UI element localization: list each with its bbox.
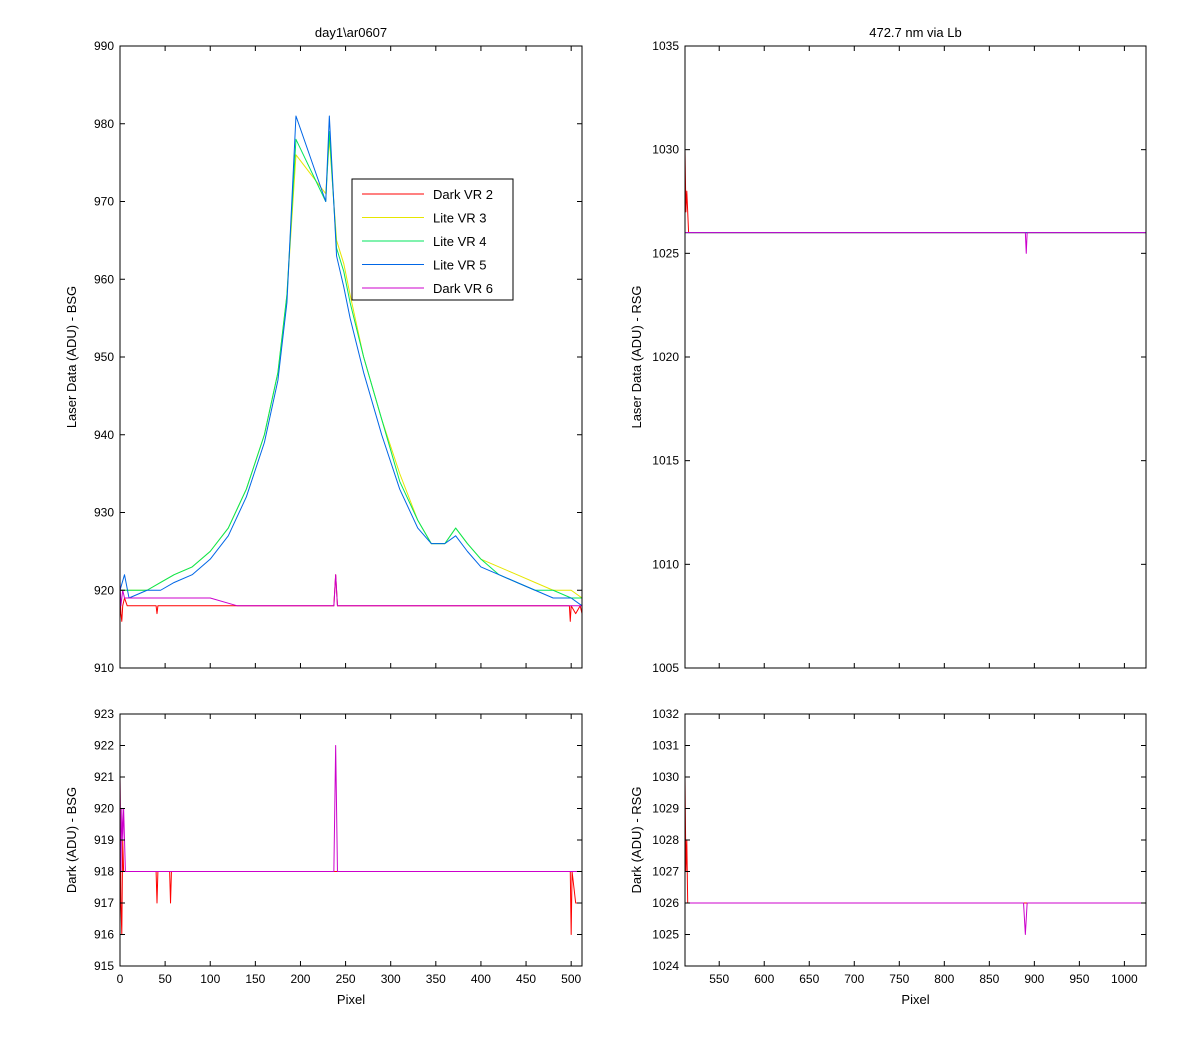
- bsg-dark-xtick-label: 200: [290, 972, 310, 986]
- rsg-dark-ytick-label: 1032: [652, 707, 679, 721]
- rsg-laser-series-dark-vr2: [685, 149, 1146, 234]
- rsg-laser-ytick-label: 1035: [652, 39, 679, 53]
- rsg-dark-xtick-label: 900: [1024, 972, 1044, 986]
- bsg-laser-ytick-label: 960: [94, 272, 114, 286]
- bsg-dark-ytick-label: 922: [94, 739, 114, 753]
- bsg-laser-ytick-label: 970: [94, 195, 114, 209]
- bsg-laser-series-group: [120, 115, 582, 622]
- rsg-dark-series-dark-vr6: [685, 902, 1146, 935]
- bsg-dark-axes: 0 50 100 150 200 250 300 350 400 450 500 915 916 917 9…: [64, 707, 583, 1007]
- rsg-laser-ytick-label: 1010: [652, 557, 679, 571]
- bsg-dark-xtick-label: 300: [381, 972, 401, 986]
- bsg-dark-xtick-label: 450: [516, 972, 536, 986]
- bsg-laser-ytick-label: 980: [94, 117, 114, 131]
- bsg-dark-xtick-label: 50: [158, 972, 172, 986]
- rsg-dark-xtick-label: 850: [979, 972, 999, 986]
- legend-box: [351, 178, 514, 301]
- bsg-laser-ylabel: Laser Data (ADU) - BSG: [64, 286, 79, 428]
- rsg-laser-ylabel: Laser Data (ADU) - RSG: [629, 285, 644, 428]
- bsg-laser-ytick-label: 930: [94, 506, 114, 520]
- rsg-dark-ylabel: Dark (ADU) - RSG: [629, 787, 644, 894]
- bsg-dark-ytick-label: 915: [94, 959, 114, 973]
- bsg-laser-series-lite-vr4: [120, 131, 582, 599]
- bsg-dark-frame: [119, 713, 583, 967]
- rsg-laser-ytick-label: 1030: [652, 143, 679, 157]
- rsg-laser-title: 472.7 nm via Lb: [869, 25, 962, 40]
- bsg-dark-ytick-label: 920: [94, 802, 114, 816]
- bsg-dark-ytick-label: 916: [94, 928, 114, 942]
- bsg-laser-series-dark-vr6: [120, 574, 582, 607]
- bsg-dark-xtick-label: 400: [471, 972, 491, 986]
- rsg-dark-xtick-label: 1000: [1111, 972, 1138, 986]
- bsg-dark-xtick-label: 500: [561, 972, 581, 986]
- bsg-laser-frame: [119, 45, 583, 669]
- rsg-dark-series-dark-vr2: [685, 776, 1146, 904]
- bsg-dark-ytick-label: 917: [94, 896, 114, 910]
- legend-label: Dark VR 2: [433, 187, 493, 202]
- rsg-dark-ytick-label: 1030: [652, 770, 679, 784]
- bsg-dark-xlabel: Pixel: [337, 992, 365, 1007]
- rsg-dark-xtick-label: 650: [799, 972, 819, 986]
- rsg-dark-ytick-label: 1029: [652, 802, 679, 816]
- rsg-dark-series-group: [685, 776, 1146, 935]
- rsg-dark-xlabel: Pixel: [901, 992, 929, 1007]
- rsg-laser-frame: [684, 45, 1147, 669]
- bsg-dark-ytick-label: 919: [94, 833, 114, 847]
- rsg-dark-axes: 550 600 650 700 750 800 850 900 950 1000 1024 1025 1…: [629, 707, 1147, 1007]
- bsg-dark-ytick-label: 921: [94, 770, 114, 784]
- bsg-dark-xtick-label: 100: [200, 972, 220, 986]
- legend-label: Dark VR 6: [433, 281, 493, 296]
- rsg-dark-ytick-label: 1031: [652, 739, 679, 753]
- rsg-dark-frame: [684, 713, 1147, 967]
- rsg-dark-ytick-label: 1027: [652, 865, 679, 879]
- bsg-dark-series-dark-vr2: [120, 776, 582, 935]
- rsg-dark-xtick-label: 700: [844, 972, 864, 986]
- rsg-dark-xtick-label: 800: [934, 972, 954, 986]
- rsg-laser-axes: 1005 1010 1015 1020 1025 1030 1035 472.7 nm via…: [629, 25, 1147, 675]
- bsg-laser-title: day1\ar0607: [315, 25, 387, 40]
- rsg-dark-xtick-label: 600: [754, 972, 774, 986]
- rsg-laser-series-dark-vr6: [685, 232, 1146, 254]
- bsg-dark-xtick-label: 350: [426, 972, 446, 986]
- rsg-dark-ytick-label: 1024: [652, 959, 679, 973]
- rsg-dark-xtick-label: 750: [889, 972, 909, 986]
- rsg-dark-ytick-label: 1028: [652, 833, 679, 847]
- rsg-laser-ytick-label: 1015: [652, 454, 679, 468]
- rsg-laser-ytick-label: 1005: [652, 661, 679, 675]
- bsg-dark-xtick-label: 250: [336, 972, 356, 986]
- rsg-laser-ytick-label: 1020: [652, 350, 679, 364]
- bsg-laser-ytick-label: 920: [94, 583, 114, 597]
- legend-label: Lite VR 4: [433, 234, 486, 249]
- bsg-dark-ytick-label: 923: [94, 707, 114, 721]
- rsg-dark-ytick-label: 1026: [652, 896, 679, 910]
- rsg-dark-xtick-label: 950: [1069, 972, 1089, 986]
- bsg-dark-xtick-label: 150: [245, 972, 265, 986]
- bsg-dark-series-dark-vr6: [120, 745, 582, 872]
- legend-label: Lite VR 3: [433, 211, 486, 226]
- legend-label: Lite VR 5: [433, 258, 486, 273]
- bsg-dark-xtick-label: 0: [117, 972, 124, 986]
- bsg-laser-ytick-label: 990: [94, 39, 114, 53]
- rsg-dark-ytick-label: 1025: [652, 928, 679, 942]
- bsg-dark-series-group: [120, 745, 582, 935]
- bsg-laser-ytick-label: 940: [94, 428, 114, 442]
- bsg-laser-ytick-label: 910: [94, 661, 114, 675]
- rsg-dark-xtick-label: 550: [709, 972, 729, 986]
- bsg-laser-axes: 910 920 930 940 950 960 970 980 990 day1\ar0607 La…: [64, 25, 583, 675]
- bsg-dark-ylabel: Dark (ADU) - BSG: [64, 787, 79, 893]
- bsg-laser-ytick-label: 950: [94, 350, 114, 364]
- rsg-laser-ytick-label: 1025: [652, 246, 679, 260]
- bsg-dark-ytick-label: 918: [94, 865, 114, 879]
- bsg-laser-legend: Dark VR 2 Lite VR 3 Lite VR 4 Lite VR 5 Dark…: [351, 178, 514, 301]
- rsg-laser-series-group: [685, 149, 1146, 254]
- bsg-laser-series-lite-vr5: [120, 115, 582, 607]
